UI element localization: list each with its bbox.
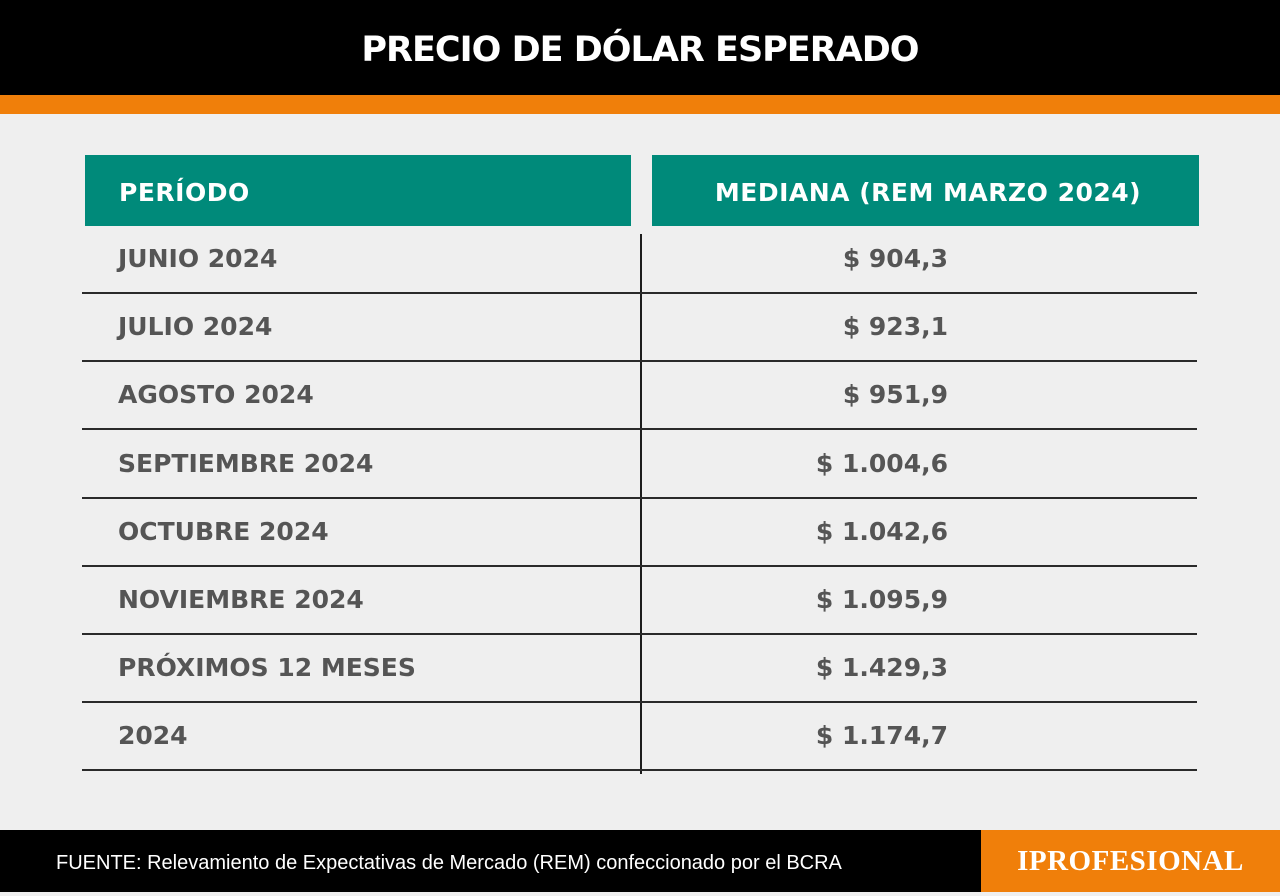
table-row: JUNIO 2024 $ 904,3 xyxy=(82,226,1197,294)
title-bar xyxy=(0,0,1280,95)
accent-stripe xyxy=(0,95,1280,114)
brand-logo: IPROFESIONAL xyxy=(981,830,1280,892)
footer-bar: FUENTE: Relevamiento de Expectativas de … xyxy=(0,830,1280,892)
table-row: JULIO 2024 $ 923,1 xyxy=(82,294,1197,362)
row-period: 2024 xyxy=(118,721,188,750)
row-period: SEPTIEMBRE 2024 xyxy=(118,449,374,478)
row-divider xyxy=(82,428,1197,430)
row-value: $ 1.095,9 xyxy=(815,585,948,614)
row-divider xyxy=(82,701,1197,703)
table-row: OCTUBRE 2024 $ 1.042,6 xyxy=(82,499,1197,567)
column-divider xyxy=(640,234,642,774)
row-divider xyxy=(82,769,1197,771)
row-period: NOVIEMBRE 2024 xyxy=(118,585,364,614)
row-divider xyxy=(82,633,1197,635)
row-divider xyxy=(82,360,1197,362)
row-value: $ 1.174,7 xyxy=(815,721,948,750)
row-value: $ 923,1 xyxy=(842,312,948,341)
row-value: $ 951,9 xyxy=(842,380,948,409)
row-period: JUNIO 2024 xyxy=(118,244,278,273)
table-row: PRÓXIMOS 12 MESES $ 1.429,3 xyxy=(82,635,1197,703)
page-title: PRECIO DE DÓLAR ESPERADO xyxy=(361,30,919,70)
row-period: AGOSTO 2024 xyxy=(118,380,314,409)
row-value: $ 1.004,6 xyxy=(815,449,948,478)
row-value: $ 904,3 xyxy=(842,244,948,273)
row-period: PRÓXIMOS 12 MESES xyxy=(118,653,416,682)
row-divider xyxy=(82,497,1197,499)
table-row: 2024 $ 1.174,7 xyxy=(82,703,1197,771)
row-divider xyxy=(82,565,1197,567)
column-header-median: MEDIANA (REM MARZO 2024) xyxy=(652,155,1199,226)
table-row: NOVIEMBRE 2024 $ 1.095,9 xyxy=(82,567,1197,635)
row-period: JULIO 2024 xyxy=(118,312,273,341)
table-row: SEPTIEMBRE 2024 $ 1.004,6 xyxy=(82,431,1197,499)
row-period: OCTUBRE 2024 xyxy=(118,517,329,546)
table-row: AGOSTO 2024 $ 951,9 xyxy=(82,362,1197,430)
row-divider xyxy=(82,292,1197,294)
row-value: $ 1.429,3 xyxy=(815,653,948,682)
row-value: $ 1.042,6 xyxy=(815,517,948,546)
column-header-period: PERÍODO xyxy=(85,155,631,226)
source-note: FUENTE: Relevamiento de Expectativas de … xyxy=(56,852,842,874)
